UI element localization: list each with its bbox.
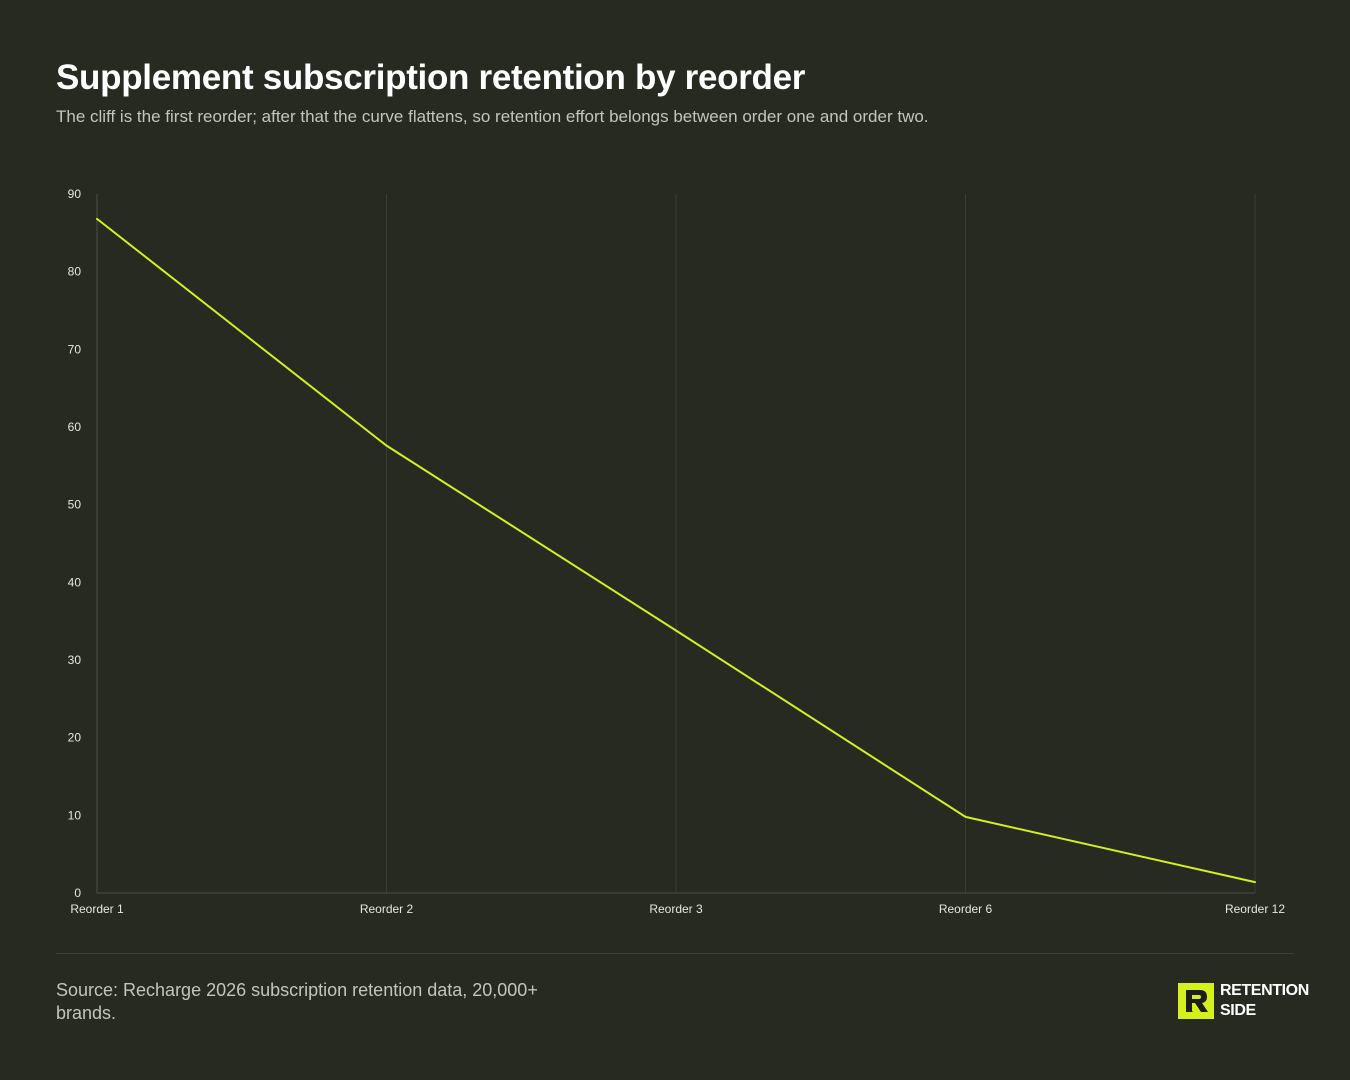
brand-logo: RETENTION SIDE — [1178, 982, 1309, 1020]
series-lines — [96, 217, 1256, 884]
y-tick-label: 40 — [68, 575, 82, 589]
x-tick-label: Reorder 1 — [70, 902, 124, 916]
x-tick-label: Reorder 12 — [1225, 902, 1285, 916]
y-tick-labels: 0 10 20 30 40 50 60 70 80 90 — [68, 187, 82, 900]
x-tick-label: Reorder 2 — [360, 902, 414, 916]
x-tick-labels: Reorder 1 Reorder 2 Reorder 3 Reorder 6 Reor… — [70, 902, 1285, 916]
grid-lines — [386, 194, 1256, 893]
y-tick-label: 70 — [68, 342, 82, 356]
chart-title: Supplement subscription retention by reo… — [56, 58, 806, 97]
axes — [96, 194, 1255, 894]
data-point — [964, 815, 967, 818]
x-tick-label: Reorder 3 — [649, 902, 703, 916]
x-tick-label: Reorder 6 — [939, 902, 993, 916]
y-tick-label: 60 — [68, 420, 82, 434]
chart-subtitle: The cliff is the first reorder; after th… — [56, 107, 929, 126]
data-point — [1254, 881, 1256, 884]
source-note: Source: Recharge 2026 subscription reten… — [56, 980, 538, 1023]
logo-text-line2: SIDE — [1220, 1002, 1256, 1019]
data-point — [385, 444, 388, 447]
data-point — [675, 629, 677, 632]
y-tick-label: 0 — [74, 886, 81, 900]
y-tick-label: 30 — [68, 653, 82, 667]
footer-divider — [56, 953, 1294, 954]
y-tick-label: 50 — [68, 498, 82, 512]
y-tick-label: 20 — [68, 731, 82, 745]
y-tick-label: 90 — [68, 187, 82, 201]
logo-wordmark: RETENTION SIDE — [1220, 981, 1309, 1021]
logo-text-line1: RETENTION — [1220, 982, 1309, 999]
y-tick-label: 10 — [68, 808, 82, 822]
y-tick-label: 80 — [68, 265, 82, 279]
retention-side-logo-icon — [1178, 983, 1214, 1019]
data-point — [96, 217, 98, 220]
